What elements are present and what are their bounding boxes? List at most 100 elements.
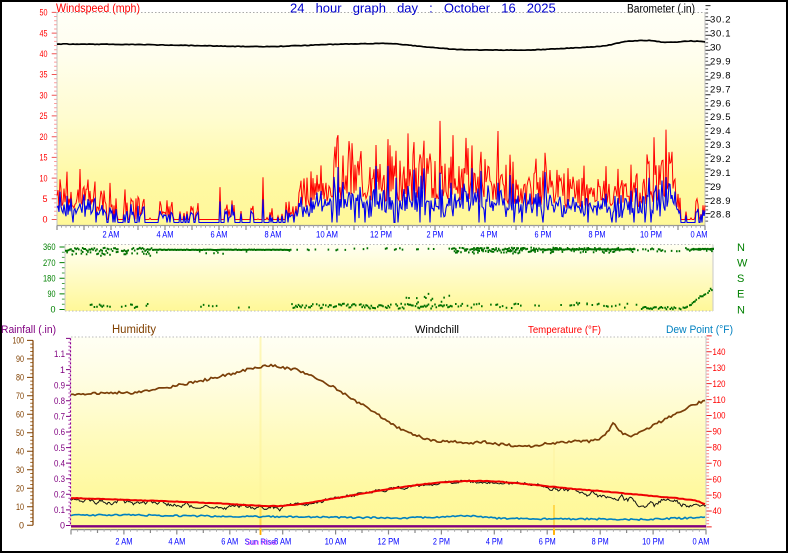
- svg-text:10 PM: 10 PM: [640, 230, 662, 240]
- svg-text:Humidity: Humidity: [112, 324, 156, 336]
- svg-text:30.1: 30.1: [710, 29, 731, 40]
- svg-text:0.6: 0.6: [54, 427, 65, 437]
- svg-text:90: 90: [16, 354, 24, 364]
- svg-text:Barometer (.in): Barometer (.in): [627, 4, 695, 16]
- svg-text:2 PM: 2 PM: [433, 537, 450, 547]
- svg-text:4 PM: 4 PM: [481, 230, 498, 240]
- svg-text:6 AM: 6 AM: [211, 230, 228, 240]
- svg-text:60: 60: [16, 410, 24, 420]
- svg-text:8 AM: 8 AM: [274, 537, 291, 547]
- svg-text:40: 40: [16, 446, 24, 456]
- svg-text:10 AM: 10 AM: [325, 537, 347, 547]
- svg-text:Rainfall (.in): Rainfall (.in): [1, 324, 56, 336]
- svg-text:100: 100: [13, 336, 25, 346]
- svg-text:80: 80: [713, 443, 722, 453]
- svg-text:140: 140: [713, 347, 726, 357]
- svg-text:W: W: [737, 257, 748, 269]
- svg-text:1: 1: [60, 365, 65, 375]
- svg-text:0.2: 0.2: [54, 490, 65, 500]
- svg-text:4 PM: 4 PM: [486, 537, 503, 547]
- svg-text:40: 40: [40, 49, 48, 59]
- svg-text:24 hour graph day : October 16: 24 hour graph day : October 16 2025: [290, 1, 556, 16]
- svg-text:30: 30: [710, 43, 721, 54]
- svg-text:70: 70: [713, 458, 722, 468]
- svg-text:35: 35: [40, 70, 48, 80]
- svg-text:29.3: 29.3: [710, 140, 731, 151]
- svg-text:8 PM: 8 PM: [592, 537, 609, 547]
- svg-text:20: 20: [16, 483, 24, 493]
- svg-text:29.1: 29.1: [710, 168, 731, 179]
- svg-text:0: 0: [60, 521, 65, 531]
- svg-text:12 PM: 12 PM: [370, 230, 392, 240]
- svg-text:10 AM: 10 AM: [316, 230, 338, 240]
- svg-text:29.9: 29.9: [710, 56, 731, 67]
- svg-text:29.8: 29.8: [710, 70, 731, 81]
- svg-text:Temperature (°F): Temperature (°F): [528, 324, 601, 336]
- svg-text:2 AM: 2 AM: [103, 230, 120, 240]
- svg-text:29.2: 29.2: [710, 154, 731, 165]
- svg-text:0.3: 0.3: [54, 474, 65, 484]
- svg-text:45: 45: [40, 28, 48, 38]
- svg-text:8 PM: 8 PM: [589, 230, 606, 240]
- svg-text:20: 20: [40, 132, 48, 142]
- svg-text:4 AM: 4 AM: [168, 537, 185, 547]
- svg-text:0.1: 0.1: [54, 505, 65, 515]
- svg-text:10 PM: 10 PM: [642, 537, 664, 547]
- svg-text:28.8: 28.8: [710, 210, 731, 221]
- svg-text:Windspeed (mph): Windspeed (mph): [56, 1, 140, 15]
- svg-text:1.1: 1.1: [54, 349, 65, 359]
- svg-text:50: 50: [713, 490, 722, 500]
- svg-text:360: 360: [43, 242, 56, 252]
- svg-text:100: 100: [713, 411, 726, 421]
- svg-text:0: 0: [50, 305, 55, 315]
- svg-text:0.9: 0.9: [54, 380, 65, 390]
- svg-text:6 PM: 6 PM: [535, 230, 552, 240]
- svg-text:130: 130: [713, 363, 726, 373]
- svg-text:0: 0: [42, 215, 47, 225]
- svg-text:70: 70: [16, 391, 24, 401]
- svg-text:S: S: [737, 273, 744, 285]
- svg-text:90: 90: [48, 289, 56, 299]
- svg-text:15: 15: [40, 153, 48, 163]
- svg-text:180: 180: [43, 273, 56, 283]
- svg-text:0: 0: [19, 520, 24, 530]
- svg-text:10: 10: [16, 502, 24, 512]
- svg-text:N: N: [737, 242, 745, 254]
- svg-text:0.5: 0.5: [54, 443, 65, 453]
- svg-text:5: 5: [42, 194, 47, 204]
- svg-text:Sun Rise: Sun Rise: [246, 537, 277, 547]
- svg-text:2 PM: 2 PM: [427, 230, 444, 240]
- svg-text:30: 30: [16, 465, 24, 475]
- svg-text:30.2: 30.2: [710, 15, 731, 26]
- svg-text:120: 120: [713, 379, 726, 389]
- svg-text:0.7: 0.7: [54, 412, 65, 422]
- svg-text:Windchill: Windchill: [415, 324, 459, 336]
- svg-text:Dew Point (°F): Dew Point (°F): [666, 324, 733, 336]
- svg-text:80: 80: [16, 373, 24, 383]
- svg-text:12 PM: 12 PM: [378, 537, 400, 547]
- svg-text:6 PM: 6 PM: [539, 537, 556, 547]
- svg-text:40: 40: [713, 506, 722, 516]
- svg-text:30: 30: [40, 90, 48, 100]
- svg-text:10: 10: [40, 173, 48, 183]
- svg-text:29.7: 29.7: [710, 84, 731, 95]
- svg-text:6 AM: 6 AM: [221, 537, 238, 547]
- svg-text:270: 270: [43, 258, 56, 268]
- svg-text:50: 50: [16, 428, 24, 438]
- svg-text:Sun Rise: Sun Rise: [245, 537, 276, 547]
- svg-text:8 AM: 8 AM: [265, 230, 282, 240]
- svg-text:0.8: 0.8: [54, 396, 65, 406]
- svg-text:E: E: [737, 289, 744, 301]
- svg-text:0 AM: 0 AM: [691, 230, 708, 240]
- svg-text:N: N: [737, 304, 745, 316]
- svg-text:29: 29: [710, 182, 721, 193]
- svg-text:4 AM: 4 AM: [157, 230, 174, 240]
- svg-text:90: 90: [713, 427, 722, 437]
- svg-text:0.4: 0.4: [54, 458, 65, 468]
- svg-text:28.9: 28.9: [710, 196, 731, 207]
- svg-text:29.4: 29.4: [710, 126, 731, 137]
- svg-text:0 AM: 0 AM: [693, 537, 710, 547]
- svg-text:50: 50: [40, 8, 48, 18]
- svg-text:2 AM: 2 AM: [115, 537, 132, 547]
- svg-text:25: 25: [40, 111, 48, 121]
